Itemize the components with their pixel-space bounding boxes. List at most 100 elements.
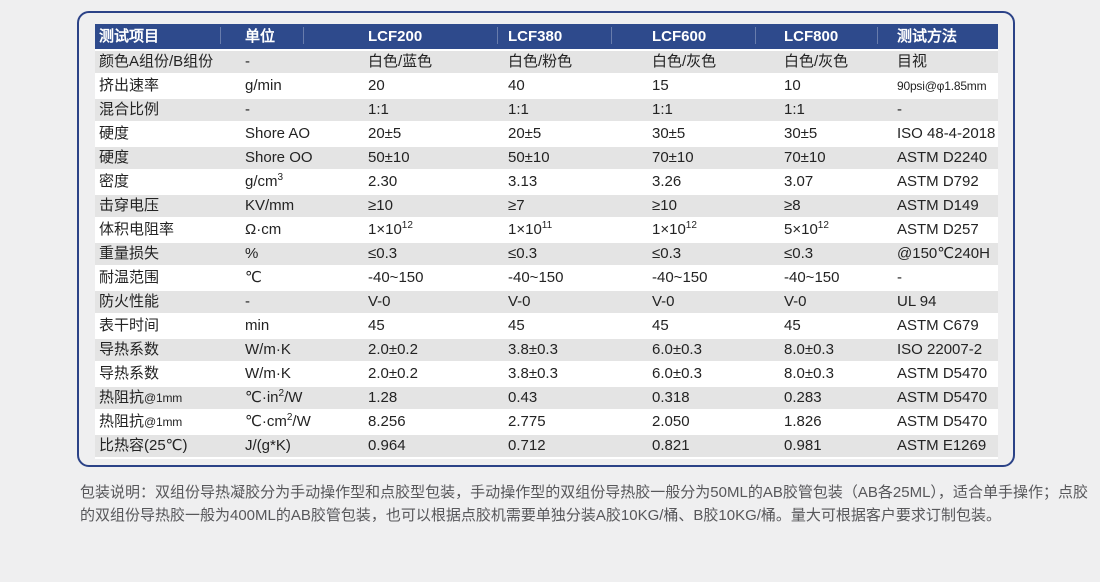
table-cell: 挤出速率 [99,77,160,94]
header-divider [755,27,756,44]
table-cell: 1:1 [652,101,673,118]
table-cell: W/m·K [245,365,291,382]
table-cell: 比热容(25℃) [99,437,188,454]
table-row: 导热系数 W/m·K 2.0±0.2 3.8±0.3 6.0±0.3 8.0±0.3 ISO… [95,339,998,363]
table-cell: - [897,101,902,118]
table-cell: 击穿电压 [99,197,160,214]
table-cell: 1×1011 [508,220,553,239]
table-cell: 1×1012 [368,220,413,239]
table-cell: ≥10 [368,197,393,214]
table-row: 热阻抗@1mm ℃·in2/W 1.28 0.43 0.318 0.283 ASTM D54… [95,387,998,411]
table-cell: 1:1 [368,101,389,118]
table-cell: -40~150 [368,269,424,286]
table-cell: 3.07 [784,173,814,190]
table-cell: 70±10 [652,149,694,166]
table-cell: Shore OO [245,149,313,166]
table-cell: -40~150 [508,269,564,286]
table-cell: ASTM D149 [897,197,979,214]
table-cell: ≤0.3 [368,245,398,262]
table-cell: 热阻抗@1mm [99,413,183,430]
table-cell: ASTM C679 [897,317,979,334]
table-row: 密度 g/cm3 2.30 3.13 3.26 3.07 ASTM D792 [95,171,998,195]
table-cell: ≤0.3 [652,245,682,262]
table-body: 颜色A组份/B组份 - 白色/蓝色 白色/粉色 白色/灰色 白色/灰色 目视 挤出速率 g/mi… [95,51,998,459]
table-cell: 重量损失 [99,245,160,262]
table-cell: - [245,101,250,118]
table-cell: 1.826 [784,413,822,430]
table-cell: ASTM D2240 [897,149,988,166]
table-row: 重量损失% ≤0.3 ≤0.3 ≤0.3 ≤0.3 @150℃240H [95,243,998,267]
table-cell: 20±5 [508,125,542,142]
table-cell: 6.0±0.3 [652,365,702,382]
table-cell: 0.318 [652,389,690,406]
table-cell: ≤0.3 [784,245,814,262]
table-row: 硬度 Shore OO 50±10 50±10 70±10 70±10 ASTM D2240 [95,147,998,171]
table-cell: 30±5 [652,125,686,142]
table-cell: 90psi@φ1.85mm [897,79,987,93]
table-cell: 体积电阻率 [99,221,175,238]
table-cell: 白色/灰色 [784,53,849,70]
table-cell: 硬度 [99,125,130,142]
table-cell: 2.775 [508,413,546,430]
table-row: 体积电阻率 Ω·cm 1×1012 1×1011 1×1012 5×1012 ASTM D2… [95,219,998,243]
table-cell: 8.256 [368,413,406,430]
column-header: LCF380 [508,28,563,45]
table-cell: V-0 [508,293,531,310]
table-row: 颜色A组份/B组份 - 白色/蓝色 白色/粉色 白色/灰色 白色/灰色 目视 [95,51,998,75]
table-header-row: 测试项目 单位 LCF200 LCF380 LCF600 LCF800 测试方法 [95,24,998,51]
header-divider [497,27,498,44]
table-row: 表干时间 min 45 45 45 45 ASTM C679 [95,315,998,339]
table-cell: 1:1 [508,101,529,118]
table-cell: g/cm3 [245,172,284,191]
table-cell: 10 [784,77,801,94]
table-row: 比热容(25℃) J/(g*K) 0.964 0.712 0.821 0.981 ASTM … [95,435,998,459]
table-cell: W/m·K [245,341,291,358]
header-divider [303,27,304,44]
table-cell: 导热系数 [99,365,160,382]
table-cell: ASTM D257 [897,221,979,238]
header-divider [611,27,612,44]
table-cell: 20 [368,77,385,94]
table-cell: 0.712 [508,437,546,454]
column-header: 单位 [245,28,276,45]
table-row: 击穿电压 KV/mm ≥10 ≥7 ≥10 ≥8 ASTM D149 [95,195,998,219]
table-cell: 表干时间 [99,317,160,334]
table-cell: 8.0±0.3 [784,341,834,358]
table-cell: ASTM E1269 [897,437,987,454]
table-cell: ASTM D5470 [897,413,988,430]
table-cell: 2.050 [652,413,690,430]
table-cell: - [245,293,250,310]
table-cell: 0.821 [652,437,690,454]
table-cell: 1:1 [784,101,805,118]
table-cell: min [245,317,270,334]
table-cell: 3.8±0.3 [508,341,558,358]
table-cell: ≥7 [508,197,525,214]
table-cell: ℃ [245,269,262,286]
table-cell: 8.0±0.3 [784,365,834,382]
table-cell: 硬度 [99,149,130,166]
table-cell: -40~150 [784,269,840,286]
column-header: 测试方法 [897,28,958,45]
table-cell: 45 [652,317,669,334]
table-cell: ASTM D5470 [897,365,988,382]
table-cell: ASTM D5470 [897,389,988,406]
table-cell: 0.981 [784,437,822,454]
table-cell: UL 94 [897,293,937,310]
table-cell: 防火性能 [99,293,160,310]
table-cell: 45 [784,317,801,334]
table-cell: 0.964 [368,437,406,454]
table-cell: ≥10 [652,197,677,214]
table-row: 挤出速率 g/min 20 40 15 10 90psi@φ1.85mm [95,75,998,99]
table-cell: 白色/蓝色 [368,53,433,70]
table-cell: 密度 [99,173,130,190]
table-cell: 白色/灰色 [652,53,717,70]
table-row: 防火性能 - V-0 V-0 V-0 V-0 UL 94 [95,291,998,315]
table-cell: - [897,269,902,286]
table-cell: - [245,53,250,70]
table-cell: 混合比例 [99,101,160,118]
table-cell: % [245,245,259,262]
table-cell: ISO 48-4-2018 [897,125,996,142]
table-cell: 20±5 [368,125,402,142]
table-cell: 热阻抗@1mm [99,389,183,406]
table-cell: 45 [508,317,525,334]
